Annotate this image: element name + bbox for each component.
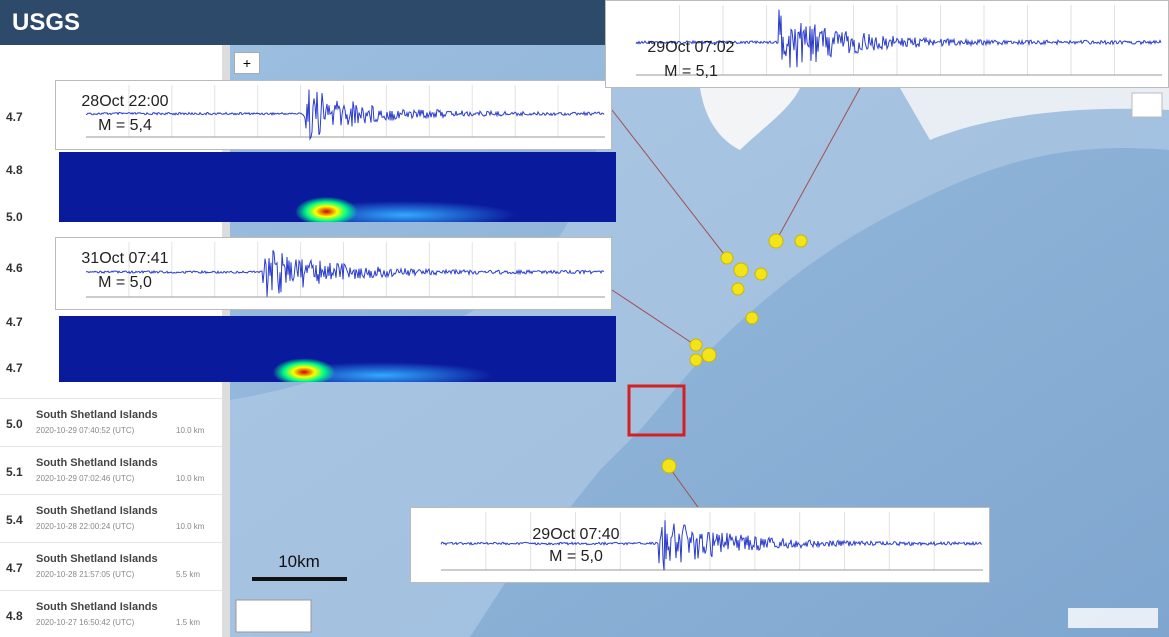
- event-item[interactable]: 4.7 South Shetland Islands 2020-10-28 21:5…: [0, 542, 222, 593]
- coordinates: [1068, 608, 1158, 628]
- event-magnitude: 5.1: [6, 465, 23, 479]
- event-magnitude: 4.7: [6, 561, 23, 575]
- event-magnitude: M = 5,1: [636, 61, 746, 83]
- event-magnitude: M = 5,4: [70, 115, 180, 137]
- event-depth: 10.0 km: [176, 474, 204, 483]
- event-date: 29Oct 07:40: [516, 524, 636, 546]
- event-item[interactable]: 5.4 South Shetland Islands 2020-10-28 22:0…: [0, 494, 222, 545]
- event-place: South Shetland Islands: [36, 457, 158, 469]
- spectrogram: [55, 152, 616, 222]
- waveform: [411, 508, 989, 582]
- event-item[interactable]: 4.8 South Shetland Islands 2020-10-27 16:5…: [0, 590, 222, 637]
- seismogram: 29Oct 07:02 M = 5,1: [605, 0, 1169, 88]
- event-place: South Shetland Islands: [36, 601, 158, 613]
- event-magnitude: 4.8: [6, 609, 23, 623]
- event-time: 2020-10-29 07:02:46 (UTC): [36, 474, 134, 483]
- event-item[interactable]: 5.0 South Shetland Islands 2020-10-29 07:4…: [0, 398, 222, 449]
- event-depth: 1.5 km: [176, 618, 200, 627]
- event-magnitude: 4.7: [6, 361, 23, 375]
- event-item[interactable]: 5.1 South Shetland Islands 2020-10-29 07:0…: [0, 446, 222, 497]
- seismogram: 29Oct 07:40 M = 5,0: [410, 507, 990, 583]
- event-depth: 10.0 km: [176, 426, 204, 435]
- logo: USGS: [12, 9, 80, 36]
- map-layers-button[interactable]: [1132, 93, 1162, 117]
- event-magnitude: 4.6: [6, 261, 23, 275]
- event-place: South Shetland Islands: [36, 409, 158, 421]
- event-magnitude: 4.7: [6, 110, 23, 124]
- spectrogram: [55, 316, 616, 382]
- event-place: South Shetland Islands: [36, 553, 158, 565]
- add-tab-button[interactable]: +: [234, 52, 260, 74]
- event-magnitude: 5.0: [6, 417, 23, 431]
- event-depth: 10.0 km: [176, 522, 204, 531]
- event-magnitude: 5.0: [6, 210, 23, 224]
- scale-bar: [252, 577, 347, 581]
- event-date: 31Oct 07:41: [70, 248, 180, 270]
- event-time: 2020-10-28 22:00:24 (UTC): [36, 522, 134, 531]
- event-magnitude: 5.4: [6, 513, 23, 527]
- seismogram: 31Oct 07:41 M = 5,0: [55, 237, 612, 310]
- app-header: USGS: [0, 0, 605, 45]
- screenshot: 10km USGS + 4.7 4.8 5.0 4.6 4.7 4.7 5.0 South S…: [0, 0, 1169, 637]
- event-place: South Shetland Islands: [36, 505, 158, 517]
- event-magnitude: 4.7: [6, 315, 23, 329]
- scale-label: 10km: [278, 552, 320, 571]
- event-time: 2020-10-27 16:50:42 (UTC): [36, 618, 134, 627]
- event-magnitude: M = 5,0: [70, 272, 180, 294]
- scale-control[interactable]: [236, 600, 311, 632]
- event-date: 28Oct 22:00: [70, 91, 180, 113]
- event-depth: 5.5 km: [176, 570, 200, 579]
- event-magnitude: M = 5,0: [516, 546, 636, 568]
- event-time: 2020-10-29 07:40:52 (UTC): [36, 426, 134, 435]
- event-time: 2020-10-28 21:57:05 (UTC): [36, 570, 134, 579]
- event-date: 29Oct 07:02: [636, 37, 746, 59]
- event-magnitude: 4.8: [6, 163, 23, 177]
- seismogram: 28Oct 22:00 M = 5,4: [55, 80, 612, 150]
